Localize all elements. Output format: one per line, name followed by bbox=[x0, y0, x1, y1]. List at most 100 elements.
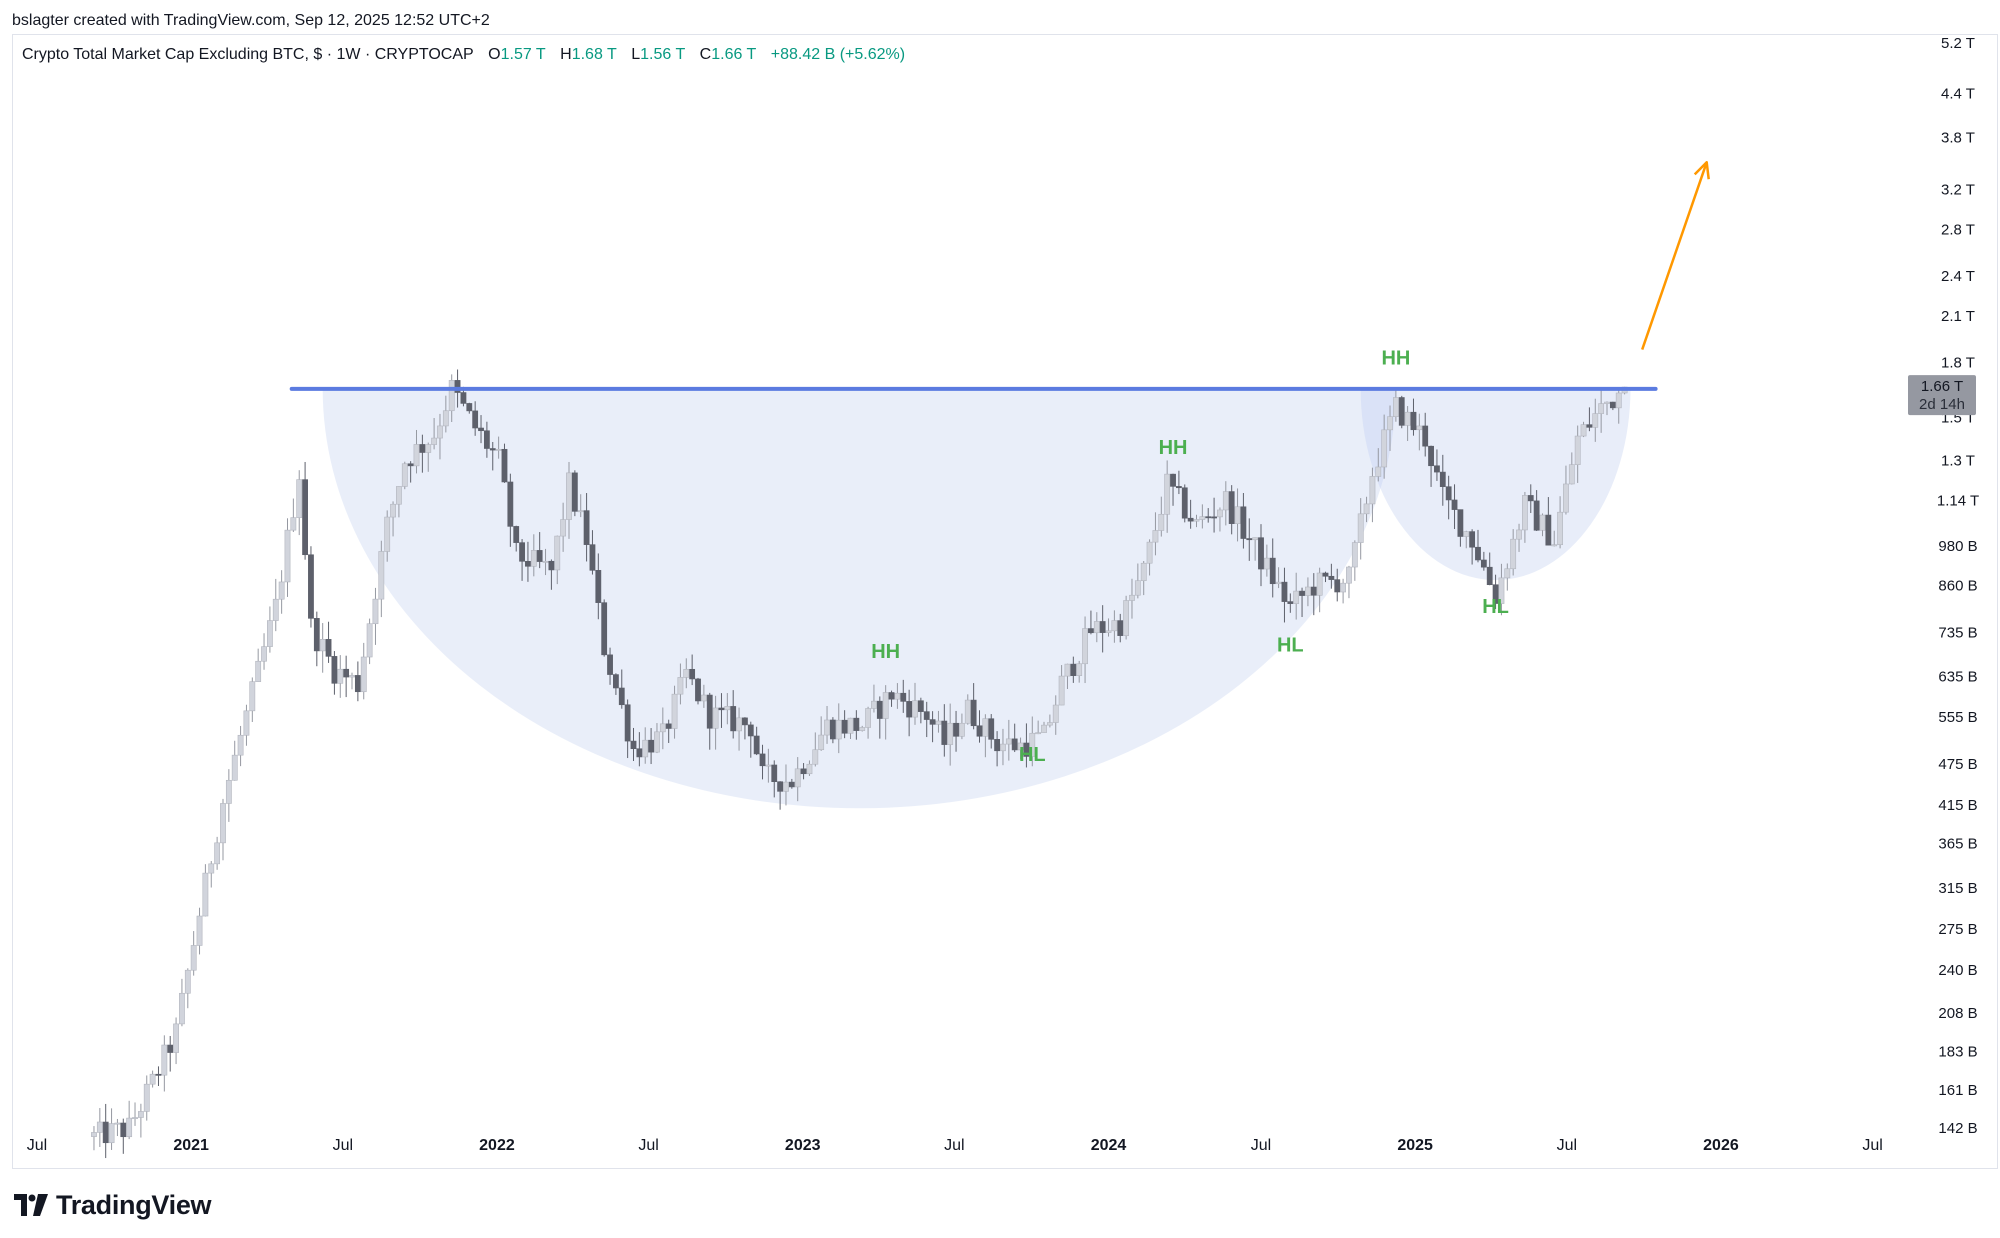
candle-body-down bbox=[1475, 546, 1481, 561]
candle-body-up bbox=[319, 639, 326, 652]
candle-body-up bbox=[1222, 491, 1229, 511]
candle bbox=[155, 1066, 162, 1086]
x-tick-label: 2024 bbox=[1091, 1137, 1127, 1154]
candle-body-up bbox=[114, 1122, 121, 1125]
candle-body-up bbox=[214, 842, 221, 865]
open-label: O bbox=[488, 46, 501, 63]
candle-body-up bbox=[1076, 663, 1083, 676]
candle-body-down bbox=[1322, 572, 1329, 577]
candle-body-up bbox=[1516, 529, 1522, 540]
candle-body-down bbox=[829, 719, 836, 740]
candle-body-up bbox=[1263, 557, 1270, 570]
candle-body-up bbox=[137, 1111, 144, 1118]
candle-body-up bbox=[1293, 590, 1300, 604]
candle-body-down bbox=[788, 781, 795, 788]
candle bbox=[1293, 572, 1300, 620]
y-tick-label: 1.8 T bbox=[1941, 355, 1975, 372]
symbol-name[interactable]: Crypto Total Market Cap Excluding BTC, $… bbox=[22, 46, 474, 63]
candle-body-down bbox=[1410, 411, 1417, 431]
candle-body-down bbox=[742, 717, 748, 726]
candle-body-up bbox=[566, 472, 572, 520]
candle-body-down bbox=[302, 479, 308, 556]
candle-body-down bbox=[718, 707, 725, 711]
candle-body-up bbox=[1193, 519, 1200, 522]
candle bbox=[472, 401, 479, 436]
candle-body-up bbox=[835, 719, 842, 740]
candle bbox=[736, 707, 742, 751]
candle bbox=[1281, 567, 1288, 623]
candle bbox=[384, 510, 391, 562]
x-tick-label: Jul bbox=[1862, 1137, 1882, 1154]
candle bbox=[1568, 452, 1575, 485]
symbol-legend[interactable]: Crypto Total Market Cap Excluding BTC, $… bbox=[22, 46, 905, 64]
candle bbox=[1140, 561, 1147, 596]
candle bbox=[1334, 568, 1341, 602]
change-value: +88.42 B (+5.62%) bbox=[770, 46, 906, 63]
candle-body-down bbox=[102, 1121, 109, 1144]
candle bbox=[214, 836, 221, 870]
candle bbox=[994, 731, 1000, 767]
y-tick-label: 1.3 T bbox=[1941, 453, 1975, 470]
tradingview-brand[interactable]: TradingView bbox=[14, 1190, 212, 1220]
candle-body-up bbox=[360, 656, 367, 693]
breakout-arrow bbox=[1641, 161, 1708, 350]
candle-body-down bbox=[888, 692, 895, 700]
candle bbox=[929, 711, 936, 743]
candle bbox=[589, 530, 596, 575]
candle bbox=[437, 413, 443, 460]
candle-body-down bbox=[1469, 531, 1476, 548]
candle-body-down bbox=[618, 687, 625, 706]
candle-body-up bbox=[278, 581, 285, 600]
candle bbox=[108, 1108, 115, 1150]
candle-body-up bbox=[1029, 732, 1036, 757]
breakout-arrow-head bbox=[1693, 161, 1710, 180]
candle bbox=[1000, 728, 1006, 766]
candle-body-down bbox=[988, 718, 995, 740]
candle bbox=[1263, 544, 1270, 577]
candle bbox=[1193, 514, 1200, 528]
candle-body-up bbox=[560, 519, 567, 537]
candle bbox=[349, 672, 355, 690]
candle bbox=[865, 706, 871, 739]
candle bbox=[642, 727, 649, 764]
candle-body-down bbox=[1457, 509, 1464, 537]
tradingview-logo-icon bbox=[14, 1194, 48, 1216]
candle bbox=[1240, 492, 1247, 549]
candle-body-down bbox=[519, 542, 525, 562]
candle bbox=[337, 655, 344, 698]
candle-body-up bbox=[255, 660, 262, 682]
candle-body-down bbox=[472, 410, 479, 429]
candle bbox=[1199, 504, 1206, 529]
x-tick-label: Jul bbox=[27, 1137, 47, 1154]
candle bbox=[525, 541, 531, 582]
candle-body-up bbox=[243, 710, 250, 736]
candle bbox=[1404, 406, 1411, 441]
candle bbox=[231, 740, 238, 781]
candle-body-up bbox=[964, 699, 971, 724]
candle bbox=[161, 1035, 168, 1092]
candle bbox=[917, 697, 924, 724]
candle-body-down bbox=[419, 444, 426, 453]
candle-body-up bbox=[677, 677, 684, 695]
cup-pattern-layer bbox=[322, 388, 1631, 809]
candle-body-up bbox=[1017, 742, 1024, 751]
candle-body-up bbox=[384, 516, 391, 552]
candle-body-up bbox=[712, 707, 719, 729]
candle bbox=[1463, 530, 1470, 549]
candle bbox=[988, 714, 995, 749]
candle bbox=[1099, 605, 1106, 653]
candle-body-up bbox=[642, 739, 649, 758]
bar-countdown: 2d 14h bbox=[1919, 396, 1965, 413]
candle bbox=[1445, 475, 1452, 520]
candle bbox=[1064, 663, 1071, 690]
candle bbox=[1246, 518, 1253, 561]
candle bbox=[1504, 563, 1511, 591]
candle bbox=[1516, 523, 1522, 552]
candle-body-up bbox=[659, 723, 666, 733]
candle-body-down bbox=[753, 735, 760, 755]
candle bbox=[806, 760, 813, 776]
candle-body-up bbox=[683, 668, 690, 678]
chart-frame bbox=[12, 34, 1998, 1169]
candle bbox=[1088, 610, 1094, 635]
